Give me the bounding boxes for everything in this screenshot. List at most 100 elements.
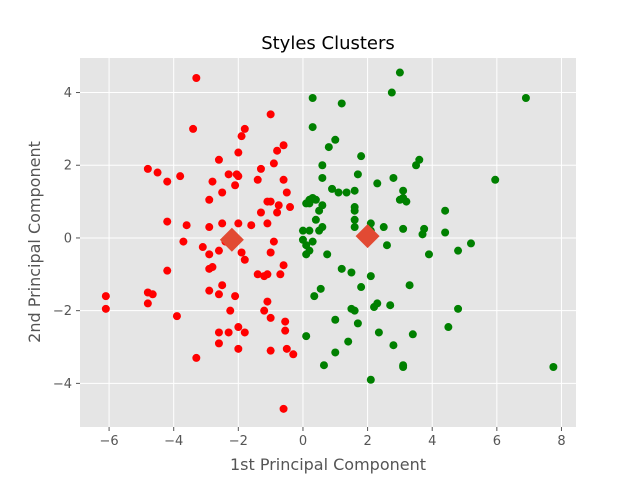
data-point-series-2 [549,363,558,372]
data-point-series-1 [214,339,223,348]
data-point-series-1 [231,181,240,190]
data-point-series-1 [279,404,288,413]
data-point-series-2 [319,361,328,370]
data-point-series-2 [350,186,359,195]
data-point-series-1 [240,255,249,264]
data-point-series-1 [234,219,243,228]
y-tick-label: −2 [53,304,72,319]
data-point-series-2 [408,330,417,339]
data-point-series-2 [466,239,475,248]
data-points [101,68,558,413]
data-point-series-2 [521,93,530,102]
data-point-series-2 [395,68,404,77]
data-point-series-1 [143,164,152,173]
data-point-series-2 [334,188,343,197]
data-point-series-1 [143,299,152,308]
data-point-series-1 [172,312,181,321]
data-point-series-2 [441,206,450,215]
data-point-series-1 [214,328,223,337]
data-point-series-1 [176,172,185,181]
data-point-series-2 [316,284,325,293]
data-point-series-1 [281,317,290,326]
data-point-series-1 [237,132,246,141]
data-point-series-2 [331,315,340,324]
data-point-series-2 [366,272,375,281]
data-point-series-2 [441,228,450,237]
y-axis-ticks: −4 −2 0 2 4 [53,86,80,392]
data-point-series-2 [386,301,395,310]
y-tick-label: 2 [64,159,72,174]
data-point-series-1 [205,286,214,295]
data-point-series-2 [357,283,366,292]
data-point-series-1 [214,246,223,255]
data-point-series-1 [189,124,198,133]
data-point-series-2 [305,199,314,208]
data-point-series-2 [454,304,463,313]
y-tick-label: −4 [53,377,72,392]
data-point-series-1 [260,272,269,281]
data-point-series-1 [198,243,207,252]
y-tick-label: 0 [64,231,72,246]
data-point-series-2 [298,226,307,235]
data-point-series-2 [337,99,346,108]
data-point-series-2 [324,143,333,152]
data-point-series-1 [260,306,269,315]
data-point-series-1 [163,177,172,186]
data-point-series-1 [269,159,278,168]
x-tick-label: 4 [428,434,436,449]
centroid-marker [219,227,244,252]
x-axis-ticks: −6 −4 −2 0 2 4 6 8 [99,427,566,449]
data-point-series-2 [311,195,320,204]
data-point-series-1 [226,306,235,315]
data-point-series-1 [266,313,275,322]
data-point-series-2 [315,226,324,235]
data-point-series-2 [350,206,359,215]
data-point-series-2 [350,306,359,315]
data-point-series-2 [412,161,421,170]
data-point-series-2 [331,348,340,357]
data-point-series-1 [247,221,256,230]
data-point-series-2 [424,250,433,259]
data-point-series-2 [350,223,359,232]
data-point-series-2 [399,186,408,195]
data-point-series-1 [205,195,214,204]
data-point-series-1 [274,201,283,210]
data-point-series-1 [253,270,262,279]
cluster-centroids [219,224,380,252]
data-point-series-1 [253,175,262,184]
data-point-series-2 [399,363,408,372]
data-point-series-1 [240,328,249,337]
data-point-series-1 [205,223,214,232]
plot-background [80,58,576,427]
data-point-series-2 [357,152,366,161]
data-point-series-2 [337,264,346,273]
data-point-series-1 [192,73,201,82]
data-point-series-1 [234,323,243,332]
data-point-series-1 [101,292,110,301]
data-point-series-2 [382,241,391,250]
data-point-series-2 [405,281,414,290]
data-point-series-2 [366,375,375,384]
data-point-series-2 [389,173,398,182]
data-point-series-1 [273,208,282,217]
data-point-series-1 [214,155,223,164]
data-point-series-2 [389,341,398,350]
data-point-series-1 [192,353,201,362]
data-point-series-2 [373,179,382,188]
data-point-series-1 [263,219,272,228]
data-point-series-1 [289,350,298,359]
data-point-series-1 [282,188,291,197]
data-point-series-1 [240,124,249,133]
data-point-series-2 [315,206,324,215]
data-point-series-2 [402,197,411,206]
data-point-series-2 [379,223,388,232]
data-point-series-1 [266,248,275,257]
data-point-series-2 [331,135,340,144]
data-point-series-1 [263,297,272,306]
data-point-series-2 [370,303,379,312]
data-point-series-2 [491,175,500,184]
data-point-series-2 [387,88,396,97]
y-tick-label: 4 [64,86,72,101]
x-tick-label: −6 [99,434,118,449]
